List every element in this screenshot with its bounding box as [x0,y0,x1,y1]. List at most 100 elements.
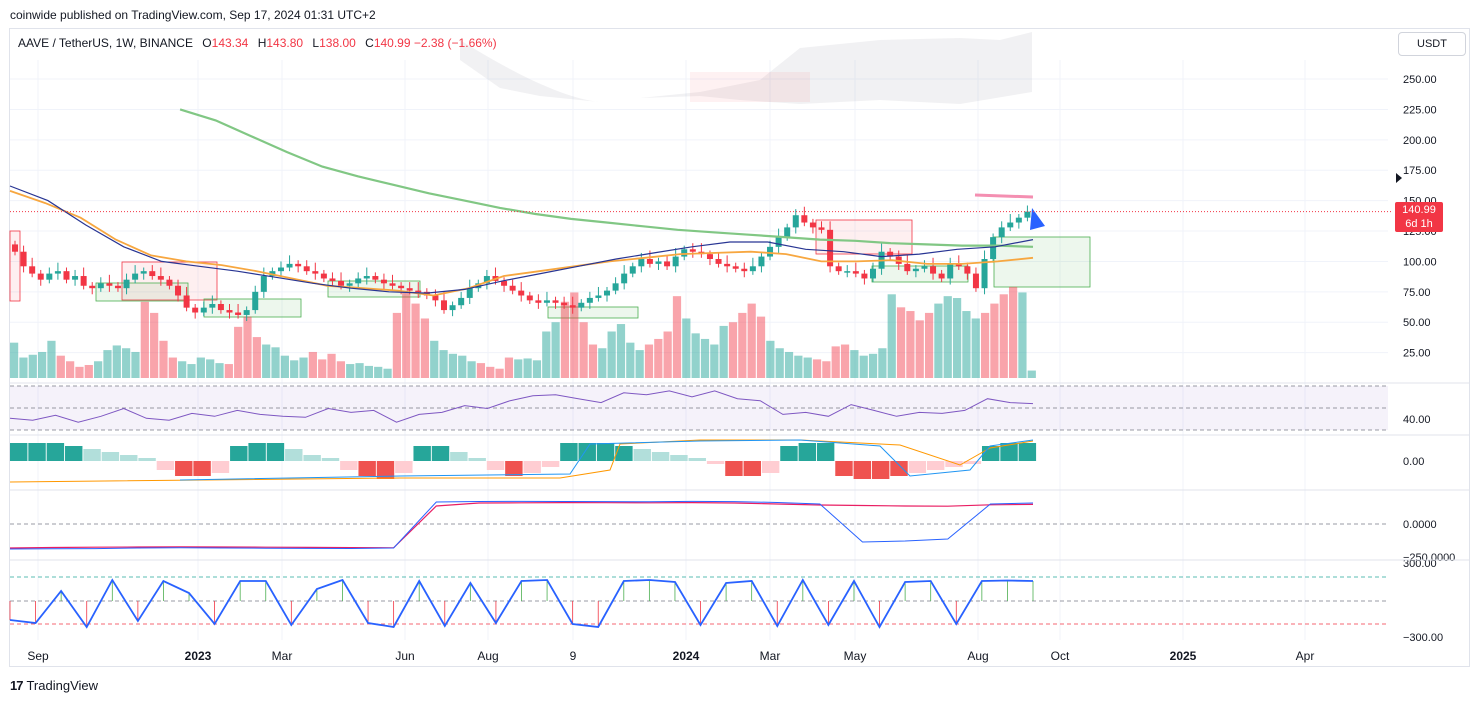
candle [561,302,568,306]
volume-bar [112,345,121,378]
volume-bar [84,364,93,378]
candle [509,285,516,291]
candle [260,276,267,292]
candle [749,266,756,272]
volume-bar [812,359,822,378]
candle [792,215,799,228]
footer-brand[interactable]: 17 TradingView [10,678,98,693]
candle [741,268,748,272]
volume-bar [943,296,952,378]
volume-bar [290,360,299,378]
histogram-bar [46,443,65,461]
candle [406,288,413,291]
candle [63,271,70,280]
histogram-bar [468,458,486,461]
close-value: 140.99 [373,36,411,50]
volume-bar [850,350,859,378]
volume-bar [570,292,579,378]
low-value: 138.00 [319,36,356,50]
candle [569,305,576,308]
candle [209,304,216,308]
volume-bar [10,342,19,378]
chart-frame[interactable] [9,28,1470,667]
volume-bar [196,357,205,378]
histogram-bar [926,461,945,470]
candle [89,285,96,289]
histogram-bar [945,461,963,467]
histogram-bar [65,446,83,461]
volume-bar [1018,292,1027,378]
candle [449,305,456,311]
rsi-tick-label: 40.00 [1403,414,1431,426]
sma-line [9,185,1034,294]
histogram-bar [798,443,817,461]
open-label: O [202,36,212,50]
volume-bar [523,358,532,378]
symbol-label[interactable]: AAVE / TetherUS, 1W, BINANCE [18,36,193,50]
volume-bar [308,351,317,378]
cloud-band-red [690,72,810,102]
candle [346,283,353,286]
histogram-bar [120,455,138,461]
candle [46,273,53,280]
candle [114,285,121,289]
candle [818,227,825,230]
histogram-bar [816,443,835,461]
candle [758,256,765,267]
volume-bar [990,303,999,378]
volume-bar [448,353,458,378]
candle [844,271,851,273]
currency-button[interactable]: USDT [1398,32,1466,56]
candle [835,266,842,272]
volume-bar [355,363,364,378]
candle [595,295,602,298]
histogram-bar [450,452,468,461]
histogram-bar [1018,443,1037,461]
histogram-bar [413,446,431,461]
change-value: −2.38 (−1.66%) [413,36,497,50]
volume-bar [122,348,131,378]
volume-bar [915,320,924,378]
candle [646,259,653,264]
histogram-bar [578,443,596,461]
histogram-bar [101,452,120,461]
volume-bar [663,331,672,378]
histogram-bar [743,461,761,476]
candle [552,300,559,303]
demand-zone [547,306,639,319]
candle [887,251,894,257]
volume-bar [691,333,700,378]
candle [612,283,619,291]
volume-bar [1027,370,1036,378]
axis-arrow-icon [1396,173,1402,183]
volume-bar [224,364,233,378]
candle [175,285,182,296]
histogram-bar [431,446,450,461]
histogram-bar [523,461,541,473]
volume-bar [766,340,775,378]
candle [998,227,1005,238]
candle [955,263,962,267]
histogram-bar [963,461,982,464]
candle [904,263,911,272]
bar-countdown: 6d 1h [1405,218,1433,230]
volume-bar [411,303,420,378]
volume-bar [775,348,784,378]
signal-line [9,439,1034,483]
volume-bar [94,361,103,378]
histogram-bar [28,443,46,461]
volume-bar [56,355,65,378]
volume-bar [187,364,196,378]
candle [123,279,130,289]
ema-line [9,190,1034,297]
candle [235,312,242,315]
last-price-tag: 140.99 6d 1h [1395,202,1443,232]
volume-bar [364,365,373,378]
ohlc-legend: AAVE / TetherUS, 1W, BINANCE O143.34 H14… [18,36,497,50]
candle [312,271,319,274]
volume-bar [551,322,560,378]
candle [157,276,164,280]
volume-bar [458,355,467,378]
volume-bar [346,364,355,378]
